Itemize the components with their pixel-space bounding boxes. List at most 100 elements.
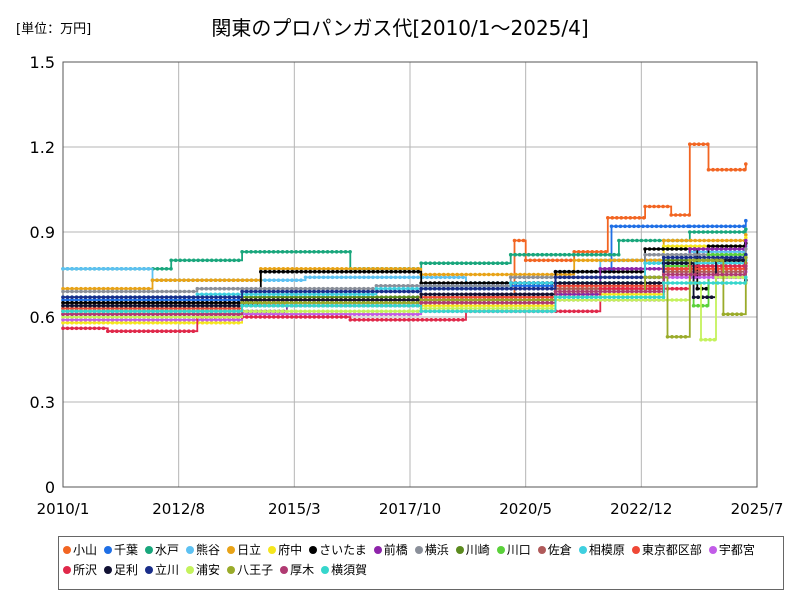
data-point	[280, 301, 285, 305]
data-point	[402, 312, 406, 317]
data-point	[531, 298, 536, 302]
legend-item: 川口	[496, 540, 531, 560]
data-point	[599, 250, 603, 254]
data-point	[545, 295, 549, 300]
data-point	[276, 292, 281, 297]
data-point	[522, 298, 527, 302]
data-point	[289, 301, 294, 305]
data-point	[79, 306, 83, 311]
data-point	[701, 224, 706, 229]
data-point	[61, 318, 65, 322]
data-point	[169, 298, 173, 302]
data-point	[209, 320, 214, 325]
data-point	[733, 224, 737, 229]
data-point	[334, 303, 339, 308]
data-point	[317, 267, 322, 271]
data-point	[657, 284, 661, 288]
data-point	[679, 335, 683, 339]
data-point	[191, 315, 196, 319]
data-point	[643, 295, 648, 300]
data-point	[303, 289, 307, 294]
data-point	[450, 286, 455, 291]
data-point	[92, 295, 97, 300]
data-point	[101, 320, 106, 325]
data-point	[133, 320, 137, 325]
data-point	[473, 292, 478, 297]
data-point	[344, 315, 348, 319]
data-point	[738, 255, 742, 260]
data-point	[549, 295, 554, 300]
y-tick-label: 1.5	[30, 53, 55, 72]
data-point	[289, 250, 294, 254]
legend-label: 八王子	[237, 563, 274, 577]
data-point	[468, 261, 473, 266]
data-point	[486, 309, 491, 314]
data-point	[388, 312, 393, 317]
legend-label: 府中	[278, 543, 303, 557]
data-point	[380, 275, 384, 280]
data-point	[571, 252, 576, 257]
data-point	[724, 252, 729, 257]
data-point	[728, 224, 733, 229]
data-point	[610, 216, 615, 220]
data-point	[699, 337, 703, 342]
data-point	[666, 238, 670, 243]
data-point	[571, 289, 576, 294]
data-point	[164, 303, 169, 308]
data-point	[652, 267, 657, 271]
data-point	[576, 250, 581, 254]
data-point	[164, 309, 169, 314]
data-point	[679, 264, 684, 268]
data-point	[267, 278, 272, 283]
data-point	[236, 298, 241, 302]
data-point	[513, 272, 518, 277]
data-point	[455, 284, 460, 288]
data-point	[142, 306, 146, 311]
data-point	[65, 326, 70, 331]
data-point	[88, 312, 92, 317]
data-point	[729, 167, 733, 172]
data-point	[590, 309, 594, 314]
data-point	[702, 275, 706, 280]
data-point	[142, 312, 146, 317]
data-point	[151, 289, 155, 294]
data-point	[61, 326, 65, 331]
legend-marker	[145, 566, 154, 574]
data-point	[218, 306, 223, 311]
data-point	[415, 298, 420, 302]
data-point	[441, 292, 446, 297]
data-point	[482, 286, 487, 291]
data-point	[187, 301, 191, 305]
data-point	[137, 301, 142, 305]
legend-label: 川崎	[465, 543, 490, 557]
data-point	[169, 318, 173, 322]
data-point	[142, 320, 146, 325]
data-point	[473, 301, 478, 305]
data-point	[366, 298, 370, 302]
data-point	[262, 312, 267, 317]
data-point	[124, 315, 128, 319]
data-point	[384, 318, 389, 322]
data-point	[344, 267, 349, 271]
data-point	[307, 250, 312, 254]
data-point	[536, 272, 540, 277]
data-point	[688, 252, 692, 257]
data-point	[268, 267, 272, 271]
data-point	[446, 292, 451, 297]
data-point	[209, 286, 213, 291]
data-point	[733, 167, 738, 172]
data-point	[416, 318, 420, 322]
data-point	[397, 295, 402, 300]
data-point	[92, 326, 97, 331]
data-point	[173, 309, 178, 314]
data-point	[151, 329, 155, 334]
data-point	[495, 261, 500, 266]
data-point	[321, 298, 325, 302]
data-point	[612, 295, 616, 300]
legend-label: 宇都宮	[718, 543, 755, 557]
data-point	[504, 272, 509, 277]
data-point	[375, 275, 380, 280]
data-point	[411, 303, 415, 308]
data-point	[388, 298, 393, 302]
data-point	[540, 295, 545, 300]
